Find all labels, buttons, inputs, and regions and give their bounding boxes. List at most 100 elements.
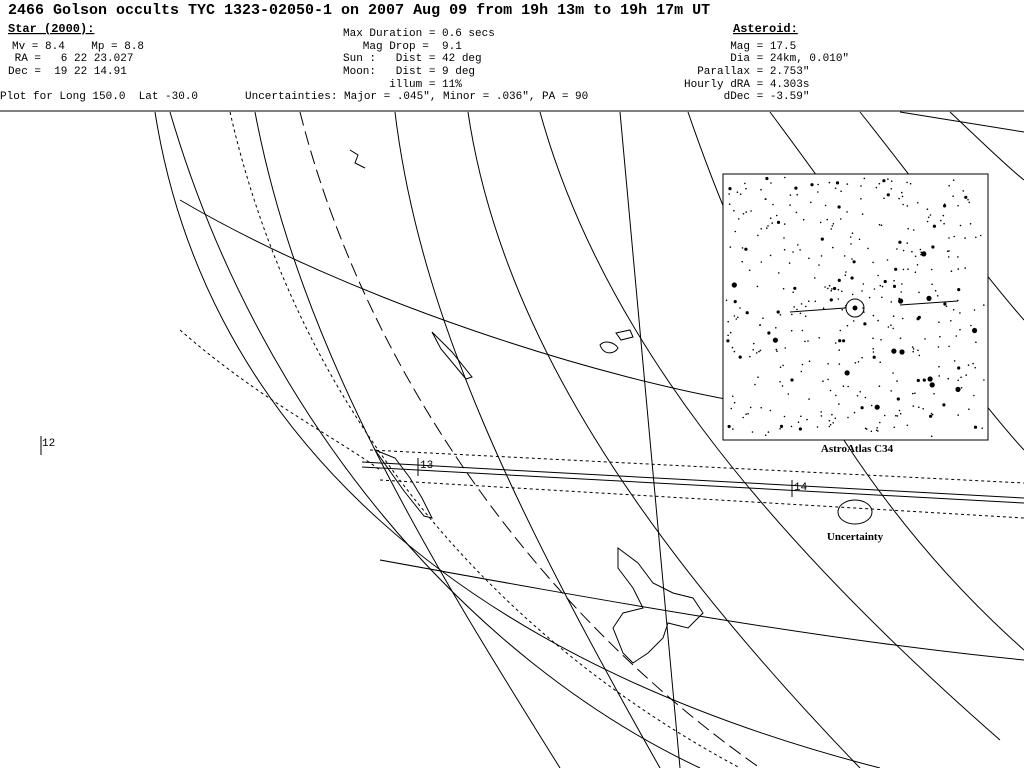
star — [911, 346, 914, 348]
star — [970, 324, 972, 327]
star — [838, 339, 842, 343]
star — [975, 236, 977, 239]
star — [979, 234, 982, 237]
star — [731, 346, 734, 349]
star — [765, 176, 769, 181]
star — [827, 287, 829, 290]
asteroid-line: Dia = 24km, 0.010" — [684, 53, 849, 65]
occultation-path — [40, 436, 1024, 519]
star — [728, 203, 731, 205]
star — [872, 314, 875, 317]
star — [918, 354, 921, 357]
star — [732, 428, 734, 430]
star — [762, 317, 764, 320]
star — [747, 412, 749, 415]
star — [845, 271, 847, 273]
star — [972, 362, 974, 365]
plot-location: Plot for Long 150.0 Lat -30.0 — [0, 91, 198, 103]
star — [964, 267, 966, 269]
star — [960, 376, 962, 379]
star — [975, 341, 977, 344]
star — [808, 398, 810, 400]
star — [791, 313, 793, 316]
star — [914, 392, 916, 395]
asteroid-line: Mag = 17.5 — [684, 41, 796, 53]
star — [959, 312, 961, 314]
star — [808, 360, 811, 363]
star — [758, 350, 760, 353]
star — [929, 382, 935, 388]
star — [729, 246, 732, 248]
star — [921, 251, 927, 257]
star — [838, 363, 841, 365]
star — [808, 257, 810, 260]
star — [879, 284, 882, 287]
star — [850, 243, 852, 245]
star — [918, 406, 920, 409]
star — [899, 413, 902, 415]
star — [881, 285, 884, 288]
horizon-line — [229, 111, 741, 768]
star — [907, 227, 909, 230]
star — [896, 380, 898, 382]
star — [973, 394, 975, 397]
star — [917, 349, 919, 352]
star — [973, 425, 978, 429]
star — [912, 392, 914, 395]
star — [834, 342, 837, 344]
star — [983, 379, 985, 381]
star — [733, 300, 737, 304]
star — [937, 346, 940, 348]
star — [745, 211, 747, 213]
star — [861, 290, 863, 292]
star — [839, 218, 842, 220]
star — [938, 365, 940, 368]
star — [936, 295, 939, 297]
title: 2466 Golson occults TYC 1323-02050-1 on … — [8, 2, 710, 19]
star — [931, 413, 934, 416]
star — [826, 218, 828, 221]
star — [852, 260, 856, 264]
star — [946, 250, 949, 252]
star — [892, 327, 894, 330]
star — [797, 244, 799, 246]
star — [851, 232, 854, 234]
star — [892, 372, 894, 374]
star — [943, 203, 946, 205]
star — [818, 264, 820, 266]
star — [739, 307, 741, 309]
star — [899, 337, 902, 340]
star — [879, 421, 881, 424]
star — [878, 223, 881, 226]
uncertainty-limit — [369, 449, 1024, 484]
star — [891, 348, 897, 354]
star — [906, 181, 908, 184]
star — [926, 295, 932, 301]
star — [756, 285, 759, 288]
star — [805, 305, 807, 308]
star — [893, 279, 895, 282]
star — [880, 339, 882, 341]
star — [749, 355, 751, 358]
star — [957, 288, 961, 292]
star — [938, 375, 940, 377]
star — [948, 250, 950, 252]
star — [828, 425, 831, 428]
star — [917, 202, 919, 204]
star — [912, 348, 915, 350]
star — [745, 187, 747, 190]
star — [779, 381, 781, 383]
star — [782, 287, 785, 290]
star — [870, 430, 873, 433]
star — [872, 261, 874, 264]
star — [727, 334, 729, 337]
star — [906, 242, 908, 244]
star — [738, 355, 742, 359]
star — [804, 315, 807, 318]
star — [906, 424, 909, 427]
star — [728, 187, 732, 191]
star — [850, 276, 854, 280]
star — [943, 302, 947, 306]
star — [896, 397, 900, 401]
meridian — [169, 111, 701, 768]
